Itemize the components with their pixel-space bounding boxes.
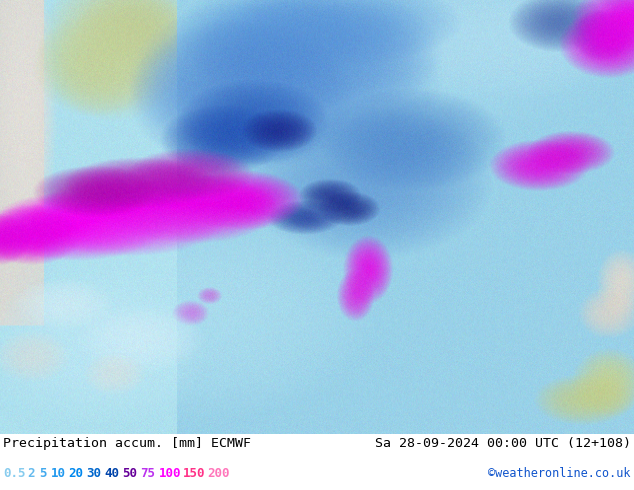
Text: 5: 5 <box>39 467 46 481</box>
Text: ©weatheronline.co.uk: ©weatheronline.co.uk <box>489 467 631 481</box>
Text: 50: 50 <box>122 467 138 481</box>
Text: Sa 28-09-2024 00:00 UTC (12+108): Sa 28-09-2024 00:00 UTC (12+108) <box>375 437 631 450</box>
Text: 100: 100 <box>158 467 181 481</box>
Text: 10: 10 <box>51 467 65 481</box>
Text: 20: 20 <box>68 467 84 481</box>
Text: 200: 200 <box>207 467 230 481</box>
Text: 0.5: 0.5 <box>3 467 25 481</box>
Text: 150: 150 <box>183 467 205 481</box>
Text: 40: 40 <box>105 467 119 481</box>
Text: Precipitation accum. [mm] ECMWF: Precipitation accum. [mm] ECMWF <box>3 437 251 450</box>
Text: 30: 30 <box>86 467 101 481</box>
Text: 2: 2 <box>27 467 35 481</box>
Text: 75: 75 <box>141 467 155 481</box>
